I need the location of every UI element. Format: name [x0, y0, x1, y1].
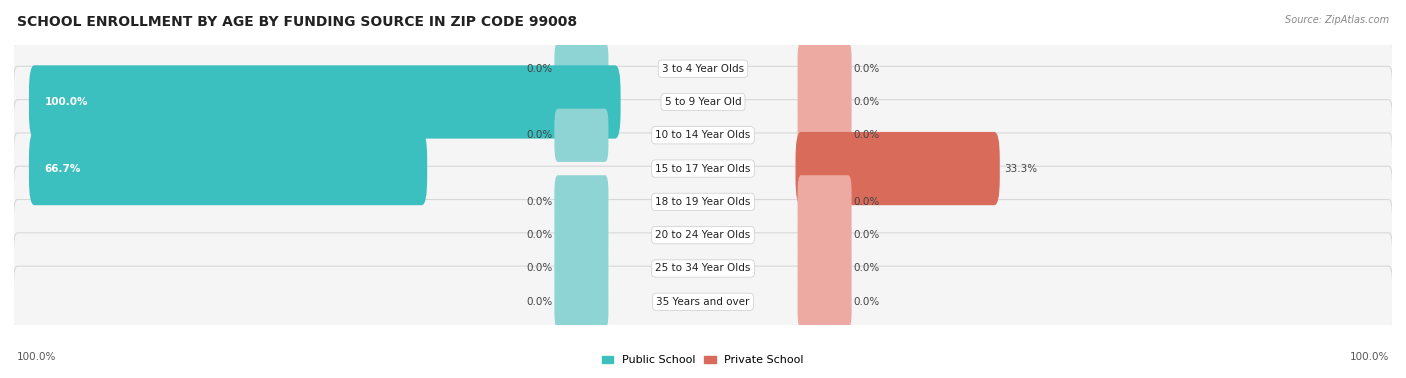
Text: 0.0%: 0.0% — [853, 97, 880, 107]
FancyBboxPatch shape — [14, 67, 1392, 138]
FancyBboxPatch shape — [14, 100, 1392, 171]
Text: 25 to 34 Year Olds: 25 to 34 Year Olds — [655, 263, 751, 273]
FancyBboxPatch shape — [14, 200, 1392, 271]
FancyBboxPatch shape — [554, 242, 609, 295]
FancyBboxPatch shape — [14, 233, 1392, 304]
Text: 0.0%: 0.0% — [853, 64, 880, 74]
Text: 100.0%: 100.0% — [1350, 352, 1389, 361]
FancyBboxPatch shape — [554, 108, 609, 162]
FancyBboxPatch shape — [14, 33, 1392, 104]
FancyBboxPatch shape — [30, 65, 620, 139]
Text: 0.0%: 0.0% — [526, 263, 553, 273]
Text: 35 Years and over: 35 Years and over — [657, 297, 749, 307]
Text: 0.0%: 0.0% — [853, 197, 880, 207]
FancyBboxPatch shape — [14, 133, 1392, 204]
FancyBboxPatch shape — [797, 209, 852, 262]
Text: 10 to 14 Year Olds: 10 to 14 Year Olds — [655, 130, 751, 140]
FancyBboxPatch shape — [30, 132, 427, 205]
Text: 33.3%: 33.3% — [1004, 164, 1038, 174]
Text: 66.7%: 66.7% — [45, 164, 80, 174]
FancyBboxPatch shape — [797, 175, 852, 229]
Text: 0.0%: 0.0% — [853, 263, 880, 273]
FancyBboxPatch shape — [554, 42, 609, 95]
Text: 100.0%: 100.0% — [17, 352, 56, 361]
Text: 20 to 24 Year Olds: 20 to 24 Year Olds — [655, 230, 751, 240]
Legend: Public School, Private School: Public School, Private School — [598, 351, 808, 370]
FancyBboxPatch shape — [797, 242, 852, 295]
Text: 0.0%: 0.0% — [526, 297, 553, 307]
Text: 0.0%: 0.0% — [526, 230, 553, 240]
FancyBboxPatch shape — [796, 132, 1000, 205]
Text: 0.0%: 0.0% — [853, 297, 880, 307]
FancyBboxPatch shape — [554, 209, 609, 262]
Text: SCHOOL ENROLLMENT BY AGE BY FUNDING SOURCE IN ZIP CODE 99008: SCHOOL ENROLLMENT BY AGE BY FUNDING SOUR… — [17, 15, 576, 29]
Text: 100.0%: 100.0% — [45, 97, 89, 107]
Text: 18 to 19 Year Olds: 18 to 19 Year Olds — [655, 197, 751, 207]
Text: 0.0%: 0.0% — [526, 197, 553, 207]
FancyBboxPatch shape — [14, 266, 1392, 338]
FancyBboxPatch shape — [797, 275, 852, 328]
Text: 0.0%: 0.0% — [526, 64, 553, 74]
Text: 0.0%: 0.0% — [853, 230, 880, 240]
FancyBboxPatch shape — [797, 108, 852, 162]
FancyBboxPatch shape — [14, 166, 1392, 237]
Text: 0.0%: 0.0% — [526, 130, 553, 140]
Text: 0.0%: 0.0% — [853, 130, 880, 140]
Text: Source: ZipAtlas.com: Source: ZipAtlas.com — [1285, 15, 1389, 25]
Text: 5 to 9 Year Old: 5 to 9 Year Old — [665, 97, 741, 107]
FancyBboxPatch shape — [554, 175, 609, 229]
Text: 15 to 17 Year Olds: 15 to 17 Year Olds — [655, 164, 751, 174]
Text: 3 to 4 Year Olds: 3 to 4 Year Olds — [662, 64, 744, 74]
FancyBboxPatch shape — [797, 75, 852, 129]
FancyBboxPatch shape — [554, 275, 609, 328]
FancyBboxPatch shape — [797, 42, 852, 95]
